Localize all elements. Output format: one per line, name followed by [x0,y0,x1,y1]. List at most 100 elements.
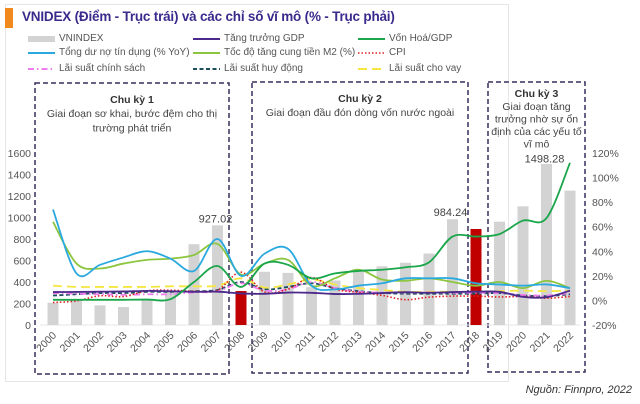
left-axis-tick: 1200 [8,191,32,203]
cycle-box [34,82,230,375]
bar-2007 [212,225,223,325]
legend-label: Tổng dư nợ tín dụng (% YoY) [59,47,190,58]
x-tick-label: 2021 [528,330,553,355]
bar-2015 [400,262,411,325]
bar-2001 [71,299,82,325]
x-tick-label: 2011 [293,330,318,355]
series-line-0 [52,289,571,299]
x-tick-label: 2004 [128,330,153,355]
bar-2016 [423,253,435,325]
x-tick-label: 2002 [81,330,106,355]
bar-2009 [259,271,270,325]
bar-2019 [494,221,505,325]
legend-label: Lãi suất chính sách [59,63,146,74]
bar-2012 [329,280,341,325]
legend-swatch [358,67,385,70]
cycle-box [251,81,469,374]
bar-2000 [47,302,59,325]
bar-2005 [165,291,176,325]
cycle-title: Chu kỳ 2 [338,93,382,105]
x-tick-label: 2017 [434,330,459,355]
data-label: 927.02 [199,213,233,225]
left-axis-tick: 0 [25,320,31,332]
legend-item: Tốc độ tăng cung tiền M2 (%) [193,47,355,58]
bar-2006 [188,244,200,325]
x-tick-label: 2018 [457,330,482,355]
legend-swatch [193,51,220,54]
bar-2010 [282,272,294,325]
legend-item: Tăng trưởng GDP [193,33,305,44]
x-tick-label: 2015 [387,330,412,355]
left-axis-tick: 200 [13,299,31,311]
legend-item: Vốn Hoá/GDP [358,33,452,44]
bar-2018 [470,229,482,325]
legend-swatch [193,37,220,40]
bar-2003 [118,307,129,325]
cycle-description: vĩ mô [524,139,550,151]
cycle-description: Giai đoạn tăng [502,101,570,113]
legend-item: CPI [358,47,406,58]
legend-item: VNINDEX [28,33,103,44]
legend-swatch [28,51,55,54]
cycle-description: Giai đoạn sơ khai, bước đệm cho thị [47,108,217,120]
x-tick-label: 2000 [34,330,59,355]
data-label: 984.24 [434,207,468,219]
left-axis-tick: 600 [13,256,31,268]
x-tick-label: 2016 [410,330,435,355]
x-tick-label: 2010 [269,330,294,355]
legend-label: CPI [389,47,406,58]
right-axis-tick: 100% [592,173,619,185]
title-accent [5,8,13,28]
cycle-description: trường phát triển [93,123,172,135]
legend-swatch [28,67,55,70]
chart-title: VNIDEX (Điểm - Trục trái) và các chỉ số … [22,9,395,24]
legend-label: Tăng trưởng GDP [224,33,305,44]
legend-label: Tốc độ tăng cung tiền M2 (%) [224,47,356,58]
left-axis-tick: 1600 [8,148,32,160]
cycle-title: Chu kỳ 3 [515,88,559,100]
bar-2022 [564,190,576,325]
x-tick-label: 2022 [551,330,576,355]
x-tick-label: 2019 [481,330,506,355]
legend-item: Lãi suất huy động [193,63,303,74]
cycle-description: Giai đoạn đầu đón dòng vốn nước ngoài [266,107,454,119]
bar-2011 [306,287,317,325]
legend-item: Lãi suất chính sách [28,63,145,74]
legend-label: VNINDEX [59,33,104,44]
cycle-description: trưởng nhờ sự ổn [495,114,578,126]
bar-2002 [94,305,106,325]
bar-2014 [376,266,388,325]
x-tick-label: 2006 [175,330,200,355]
legend-label: Lãi suất cho vay [389,63,462,74]
chart-card [5,4,509,382]
bar-2021 [541,163,552,325]
series-line-2 [52,209,571,291]
right-axis-tick: 60% [592,222,613,234]
right-axis-tick: 40% [592,246,613,258]
right-axis-tick: -20% [592,320,617,332]
left-axis-tick: 1000 [8,213,32,225]
right-axis-tick: 0% [592,295,607,307]
right-axis-tick: 120% [592,148,619,160]
source-note: Nguồn: Finnpro, 2022 [525,384,632,396]
left-axis-tick: 400 [13,277,31,289]
right-axis-tick: 80% [592,197,613,209]
x-tick-label: 2009 [246,330,271,355]
legend-label: Lãi suất huy động [224,63,303,74]
bar-2008 [235,291,247,325]
series-line-1 [53,162,571,302]
series-line-5 [52,281,571,297]
legend-item: Tổng dư nợ tín dụng (% YoY) [28,47,190,58]
x-tick-label: 2013 [340,330,365,355]
x-tick-label: 2014 [363,330,388,355]
x-tick-label: 2007 [199,330,224,355]
legend-label: Vốn Hoá/GDP [389,33,453,44]
bar-2013 [353,270,364,325]
x-tick-label: 2008 [222,330,247,355]
right-axis-tick: 20% [592,271,613,283]
left-axis-tick: 1400 [8,170,32,182]
legend-item: Lãi suất cho vay [358,63,461,74]
x-tick-label: 2003 [105,330,130,355]
